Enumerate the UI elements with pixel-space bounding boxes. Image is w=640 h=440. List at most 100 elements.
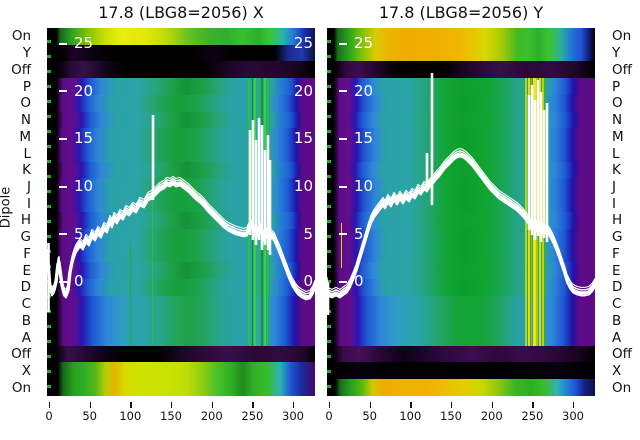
y-tick-label-left: 0 [339,272,364,290]
heatmap-stripe [541,78,544,346]
x-tick [130,402,132,408]
y-tick-label-left: 5 [339,225,364,243]
x-tick-label: 50 [82,409,98,423]
row-label-c: C [612,296,622,312]
row-label-d: D [20,279,31,296]
row-label-off: Off [11,61,31,78]
signal-curves [327,73,595,315]
heatmap-panel-y[interactable]: 25 20 15 10 5 0 [327,28,595,396]
row-label-d: D [612,279,623,296]
y-tick-dash [339,137,347,140]
x-tick [532,402,534,408]
row-label-f: F [612,245,620,262]
row-label-y: Y [22,45,31,62]
row-label-n: N [20,112,31,128]
y-tick-label-left: 20 [59,82,93,100]
x-tick-label: 100 [119,409,142,423]
heatmap-stripe [341,223,343,268]
x-tick-label: 50 [362,409,378,423]
x-tick [89,402,92,408]
y-tick-label-right: 10 [293,177,313,196]
y-tick-label-left: 25 [339,34,373,52]
row-label-e: E [612,262,621,279]
y-tick-dash [339,233,347,236]
y-tick-label-left: 10 [339,177,373,195]
x-tick [369,402,372,408]
signal-curves [47,115,315,312]
y-tick-dash [59,137,67,140]
signal-curve [47,180,315,299]
x-tick [211,402,214,408]
heatmap-stripe [152,198,154,346]
heatmap-band-off [327,345,595,363]
heatmap-band-off [47,345,315,363]
x-tick [171,402,173,408]
signal-curve [327,147,595,290]
x-tick-label: 100 [399,409,422,423]
x-tick [293,402,295,408]
row-label-h: H [612,212,623,229]
row-label-f: F [23,245,31,262]
row-label-on: On [612,28,632,45]
y-tick-dash [339,185,347,188]
row-label-p: P [22,78,31,95]
y-tick-dash [59,233,67,236]
row-label-e: E [22,262,31,279]
x-tick [252,402,254,408]
x-tick [573,402,575,408]
edge-tick-marks [327,28,331,396]
row-label-g: G [20,229,31,246]
y-tick-dash [339,280,347,283]
heatmap-band-x-on [47,362,315,396]
x-tick-label: 250 [521,409,544,423]
x-tick [410,402,412,408]
x-tick [329,402,331,408]
heatmap-band-off [327,61,595,79]
row-label-m: M [612,128,624,145]
y-tick-dash [59,90,67,93]
row-label-x: X [21,362,31,379]
heatmap-panel-x[interactable]: 25 25 20 20 15 15 10 10 5 5 0 0 [47,28,315,396]
y-tick-label-right: 5 [303,224,313,243]
x-tick-label: 300 [562,409,584,423]
row-label-o: O [20,95,31,112]
edge-tick-marks [47,28,51,396]
heatmap-band-on [47,28,315,45]
x-tick [49,402,51,408]
row-label-m: M [19,128,31,145]
signal-curve [327,152,595,297]
y-tick-dash [59,185,67,188]
signal-curve [47,175,315,292]
y-tick-label-left: 20 [339,82,373,100]
heatmap-band-y [47,44,315,62]
signal-curve [327,150,595,293]
row-label-b: B [612,312,622,329]
row-label-l: L [23,145,31,162]
y-tick-dash [59,42,67,45]
row-label-j: J [27,178,31,195]
x-tick-label: 150 [160,409,182,423]
x-tick [451,402,453,408]
y-tick-label-right: 20 [293,81,313,100]
x-tick-label: 250 [241,409,264,423]
row-label-j: J [612,178,616,195]
y-tick-label-left: 10 [59,177,93,195]
row-label-off: Off [612,61,632,78]
row-label-on: On [11,28,31,45]
row-labels-right: On Y Off P O N M L K J I H G F E D C B A Off X On [612,0,640,440]
x-tick-label: 150 [440,409,462,423]
x-tick-label: 300 [282,409,304,423]
row-label-on: On [612,379,632,396]
x-axis-panel-x: 0 50 100 150 200 250 300 [45,396,315,428]
row-label-y: Y [612,45,621,62]
row-label-on: On [11,379,31,396]
heatmap-band-x [327,362,595,380]
x-tick-label: 200 [200,409,223,423]
row-label-x: X [612,362,622,379]
heatmap-stripe [130,243,131,346]
panel-title-x: 17.8 (LBG8=2056) X [98,3,264,22]
row-label-h: H [20,212,31,229]
row-label-i: I [612,195,616,212]
row-label-n: N [612,112,623,128]
row-label-g: G [612,229,623,246]
